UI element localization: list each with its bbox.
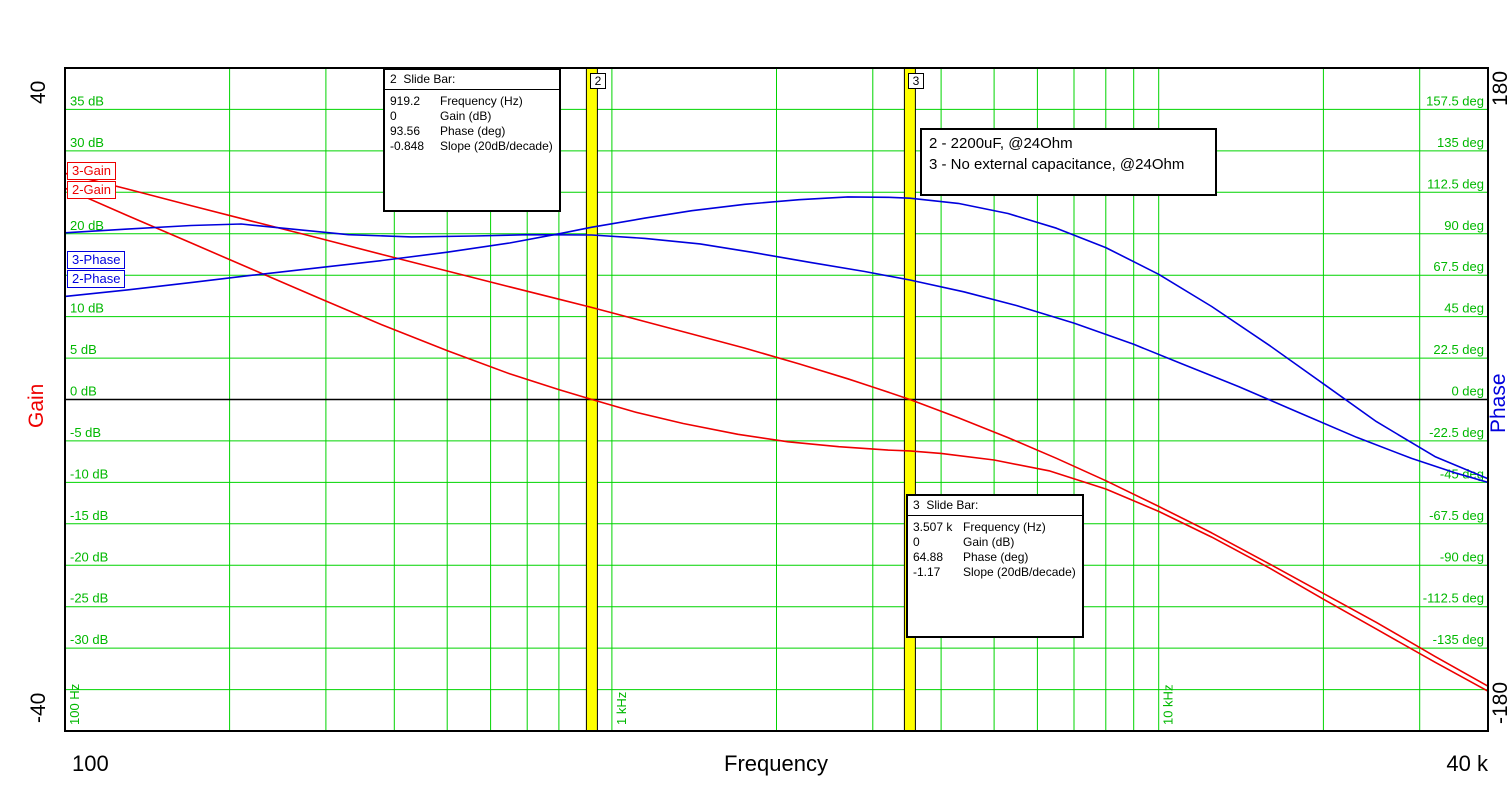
- info-row: 93.56 Phase (deg): [385, 124, 559, 139]
- info-row-label: Frequency (Hz): [963, 520, 1046, 534]
- phase-tick-label: 0 deg: [1451, 384, 1484, 399]
- info-row-label: Slope (20dB/decade): [440, 139, 553, 153]
- info-row-label: Phase (deg): [440, 124, 506, 138]
- phase-axis-max-label: 180: [1489, 70, 1512, 106]
- curve-label-3-phase: 3-Phase: [67, 251, 126, 269]
- freq-tick-label: 100 Hz: [67, 684, 82, 725]
- legend-entry-3: 3 - No external capacitance, @24Ohm: [929, 156, 1185, 173]
- info-row: -1.17 Slope (20dB/decade): [908, 565, 1082, 580]
- gain-tick-label: -25 dB: [70, 591, 108, 606]
- info-row-label: Gain (dB): [440, 109, 492, 123]
- gain-tick-label: -15 dB: [70, 508, 108, 523]
- phase-tick-label: -135 deg: [1433, 632, 1484, 647]
- curve-2-gain: [64, 187, 1489, 692]
- info-row: 919.2 Frequency (Hz): [385, 94, 559, 109]
- slide-bar-marker-2[interactable]: 2: [590, 73, 606, 89]
- gain-axis-min-label: -40: [27, 692, 50, 723]
- phase-axis-title: Phase: [1487, 373, 1510, 433]
- gain-tick-label: 30 dB: [70, 135, 104, 150]
- curve-2-phase: [64, 196, 1489, 480]
- info-row: -0.848 Slope (20dB/decade): [385, 139, 559, 154]
- freq-tick-label: 1 kHz: [614, 692, 629, 725]
- info-row: 64.88 Phase (deg): [908, 550, 1082, 565]
- info-row-value: 919.2: [390, 94, 421, 108]
- info-row-value: -1.17: [913, 565, 941, 579]
- gain-axis-title: Gain: [25, 383, 48, 428]
- slide-bar-2-info-rows: 919.2 Frequency (Hz) 0 Gain (dB) 93.56 Phase …: [385, 90, 559, 154]
- info-row-value: 64.88: [913, 550, 944, 564]
- slide-bar-marker-3[interactable]: 3: [908, 73, 924, 89]
- info-row: 0 Gain (dB): [908, 535, 1082, 550]
- gain-tick-label: 35 dB: [70, 93, 104, 108]
- slide-bar-3-info-title: 3 Slide Bar:: [908, 496, 1082, 516]
- info-row: 0 Gain (dB): [385, 109, 559, 124]
- curve-3-gain: [64, 172, 1489, 687]
- gain-tick-label: 10 dB: [70, 301, 104, 316]
- gain-tick-label: -5 dB: [70, 425, 101, 440]
- info-row-label: Gain (dB): [963, 535, 1015, 549]
- curve-label-2-gain: 2-Gain: [67, 181, 117, 199]
- phase-tick-label: 22.5 deg: [1433, 342, 1484, 357]
- info-row-label: Phase (deg): [963, 550, 1029, 564]
- phase-tick-label: 112.5 deg: [1427, 176, 1484, 191]
- gain-tick-label: 0 dB: [70, 384, 97, 399]
- gain-tick-label: -30 dB: [70, 632, 108, 647]
- legend-entry-2: 2 - 2200uF, @24Ohm: [929, 135, 1073, 152]
- gain-tick-label: -10 dB: [70, 466, 108, 481]
- curve-label-3-gain: 3-Gain: [67, 162, 117, 180]
- phase-tick-label: 67.5 deg: [1433, 259, 1484, 274]
- phase-tick-label: -90 deg: [1440, 549, 1484, 564]
- gain-tick-label: 5 dB: [70, 342, 97, 357]
- gain-tick-label: 20 dB: [70, 218, 104, 233]
- info-row-label: Slope (20dB/decade): [963, 565, 1076, 579]
- phase-tick-label: 90 deg: [1444, 218, 1484, 233]
- phase-tick-label: -22.5 deg: [1429, 425, 1484, 440]
- info-row-value: 3.507 k: [913, 520, 953, 534]
- curve-label-2-phase: 2-Phase: [67, 270, 126, 288]
- curve-3-phase: [64, 223, 1489, 484]
- phase-axis-min-label: -180: [1489, 681, 1512, 724]
- slide-bar-3-info-box: 3 Slide Bar: 3.507 k Frequency (Hz) 0 Gain …: [906, 494, 1084, 638]
- info-row-label: Frequency (Hz): [440, 94, 523, 108]
- plot-border: [64, 67, 1489, 732]
- freq-min-label: 100: [72, 751, 109, 776]
- phase-tick-label: -112.5 deg: [1423, 591, 1484, 606]
- info-row-value: 93.56: [390, 124, 421, 138]
- gain-tick-label: -20 dB: [70, 549, 108, 564]
- phase-tick-label: -67.5 deg: [1429, 508, 1484, 523]
- phase-tick-label: 157.5 deg: [1426, 93, 1484, 108]
- info-row-value: -0.848: [390, 139, 425, 153]
- freq-tick-label: 10 kHz: [1161, 685, 1176, 725]
- info-row-value: 0: [390, 109, 397, 123]
- freq-axis-title: Frequency: [724, 751, 828, 776]
- slide-bar-3-info-rows: 3.507 k Frequency (Hz) 0 Gain (dB) 64.88 Phas…: [908, 516, 1082, 580]
- legend-box: 2 - 2200uF, @24Ohm 3 - No external capac…: [920, 128, 1217, 196]
- info-row: 3.507 k Frequency (Hz): [908, 520, 1082, 535]
- phase-tick-label: 135 deg: [1437, 135, 1484, 150]
- gain-axis-max-label: 40: [27, 80, 50, 104]
- slide-bar-2-info-box: 2 Slide Bar: 919.2 Frequency (Hz) 0 Gain (d…: [383, 68, 561, 212]
- phase-tick-label: 45 deg: [1444, 301, 1484, 316]
- slide-bar-2-info-title: 2 Slide Bar:: [385, 70, 559, 90]
- freq-max-label: 40 k: [1446, 751, 1488, 776]
- info-row-value: 0: [913, 535, 920, 549]
